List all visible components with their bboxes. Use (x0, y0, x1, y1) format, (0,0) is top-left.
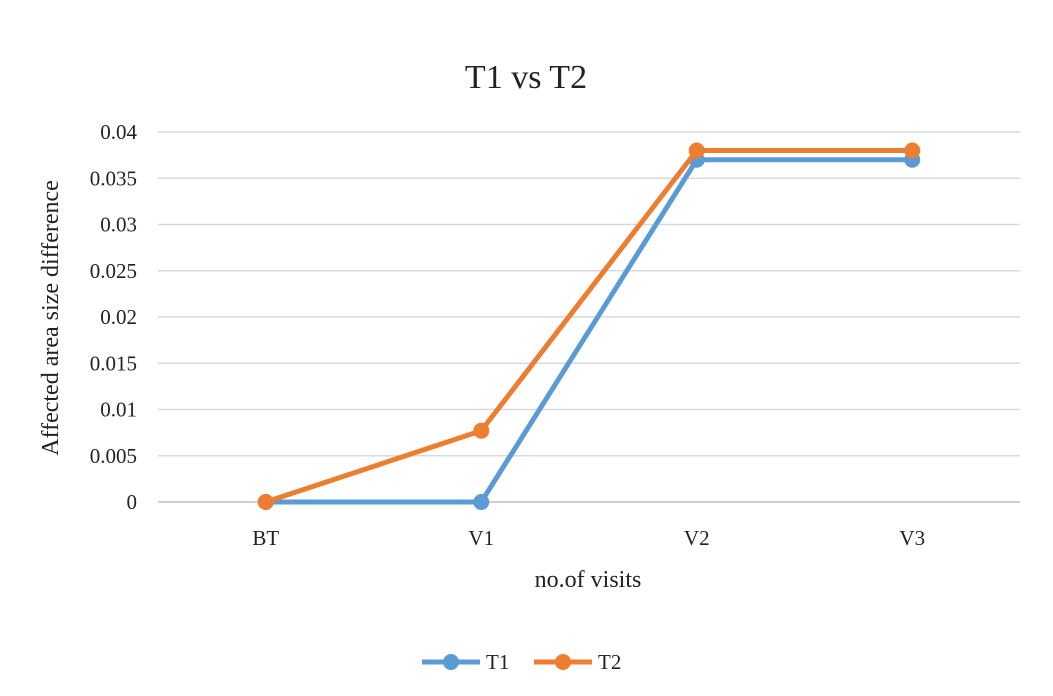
legend-item-t1: T1 (422, 650, 509, 674)
x-tick-label: V3 (899, 526, 925, 550)
data-point-t2 (257, 494, 274, 510)
chart-title: T1 vs T2 (465, 59, 587, 96)
series-line-t2 (264, 148, 913, 505)
x-tick-label: BT (252, 526, 279, 550)
series-line-t1 (265, 157, 913, 505)
x-axis-title: no.of visits (535, 567, 642, 593)
y-tick-label: 0.015 (90, 351, 137, 375)
x-tick-label: V1 (468, 526, 494, 550)
series-lines (257, 142, 921, 510)
data-point-t2 (473, 422, 490, 439)
x-tick-label: V2 (684, 526, 710, 550)
y-tick-label: 0.01 (100, 398, 137, 422)
data-point-t2 (688, 142, 705, 159)
data-point-t1 (473, 494, 490, 510)
series-t2 (257, 142, 921, 510)
legend-item-t2: T2 (534, 650, 621, 674)
gridlines (158, 131, 1020, 503)
y-tick-label: 0.04 (100, 120, 137, 144)
y-tick-label: 0.02 (100, 305, 137, 329)
legend-marker-t2 (555, 654, 571, 670)
legend-marker-t1 (443, 654, 459, 670)
y-axis-ticks: 0 0.005 0.01 0.015 0.02 0.025 0.03 0.035 0.04 (90, 120, 138, 514)
legend: T1 T2 (422, 650, 621, 674)
legend-label-t1: T1 (486, 650, 509, 674)
y-axis-title: Affected area size difference (38, 180, 64, 456)
x-axis-ticks: BT V1 V2 V3 (252, 526, 925, 550)
y-tick-label: 0.025 (90, 259, 137, 283)
y-tick-label: 0.035 (90, 166, 137, 190)
data-point-t2 (904, 142, 921, 159)
y-tick-label: 0 (127, 490, 138, 514)
y-tick-label: 0.03 (100, 213, 137, 237)
y-tick-label: 0.005 (90, 444, 137, 468)
legend-label-t2: T2 (598, 650, 621, 674)
